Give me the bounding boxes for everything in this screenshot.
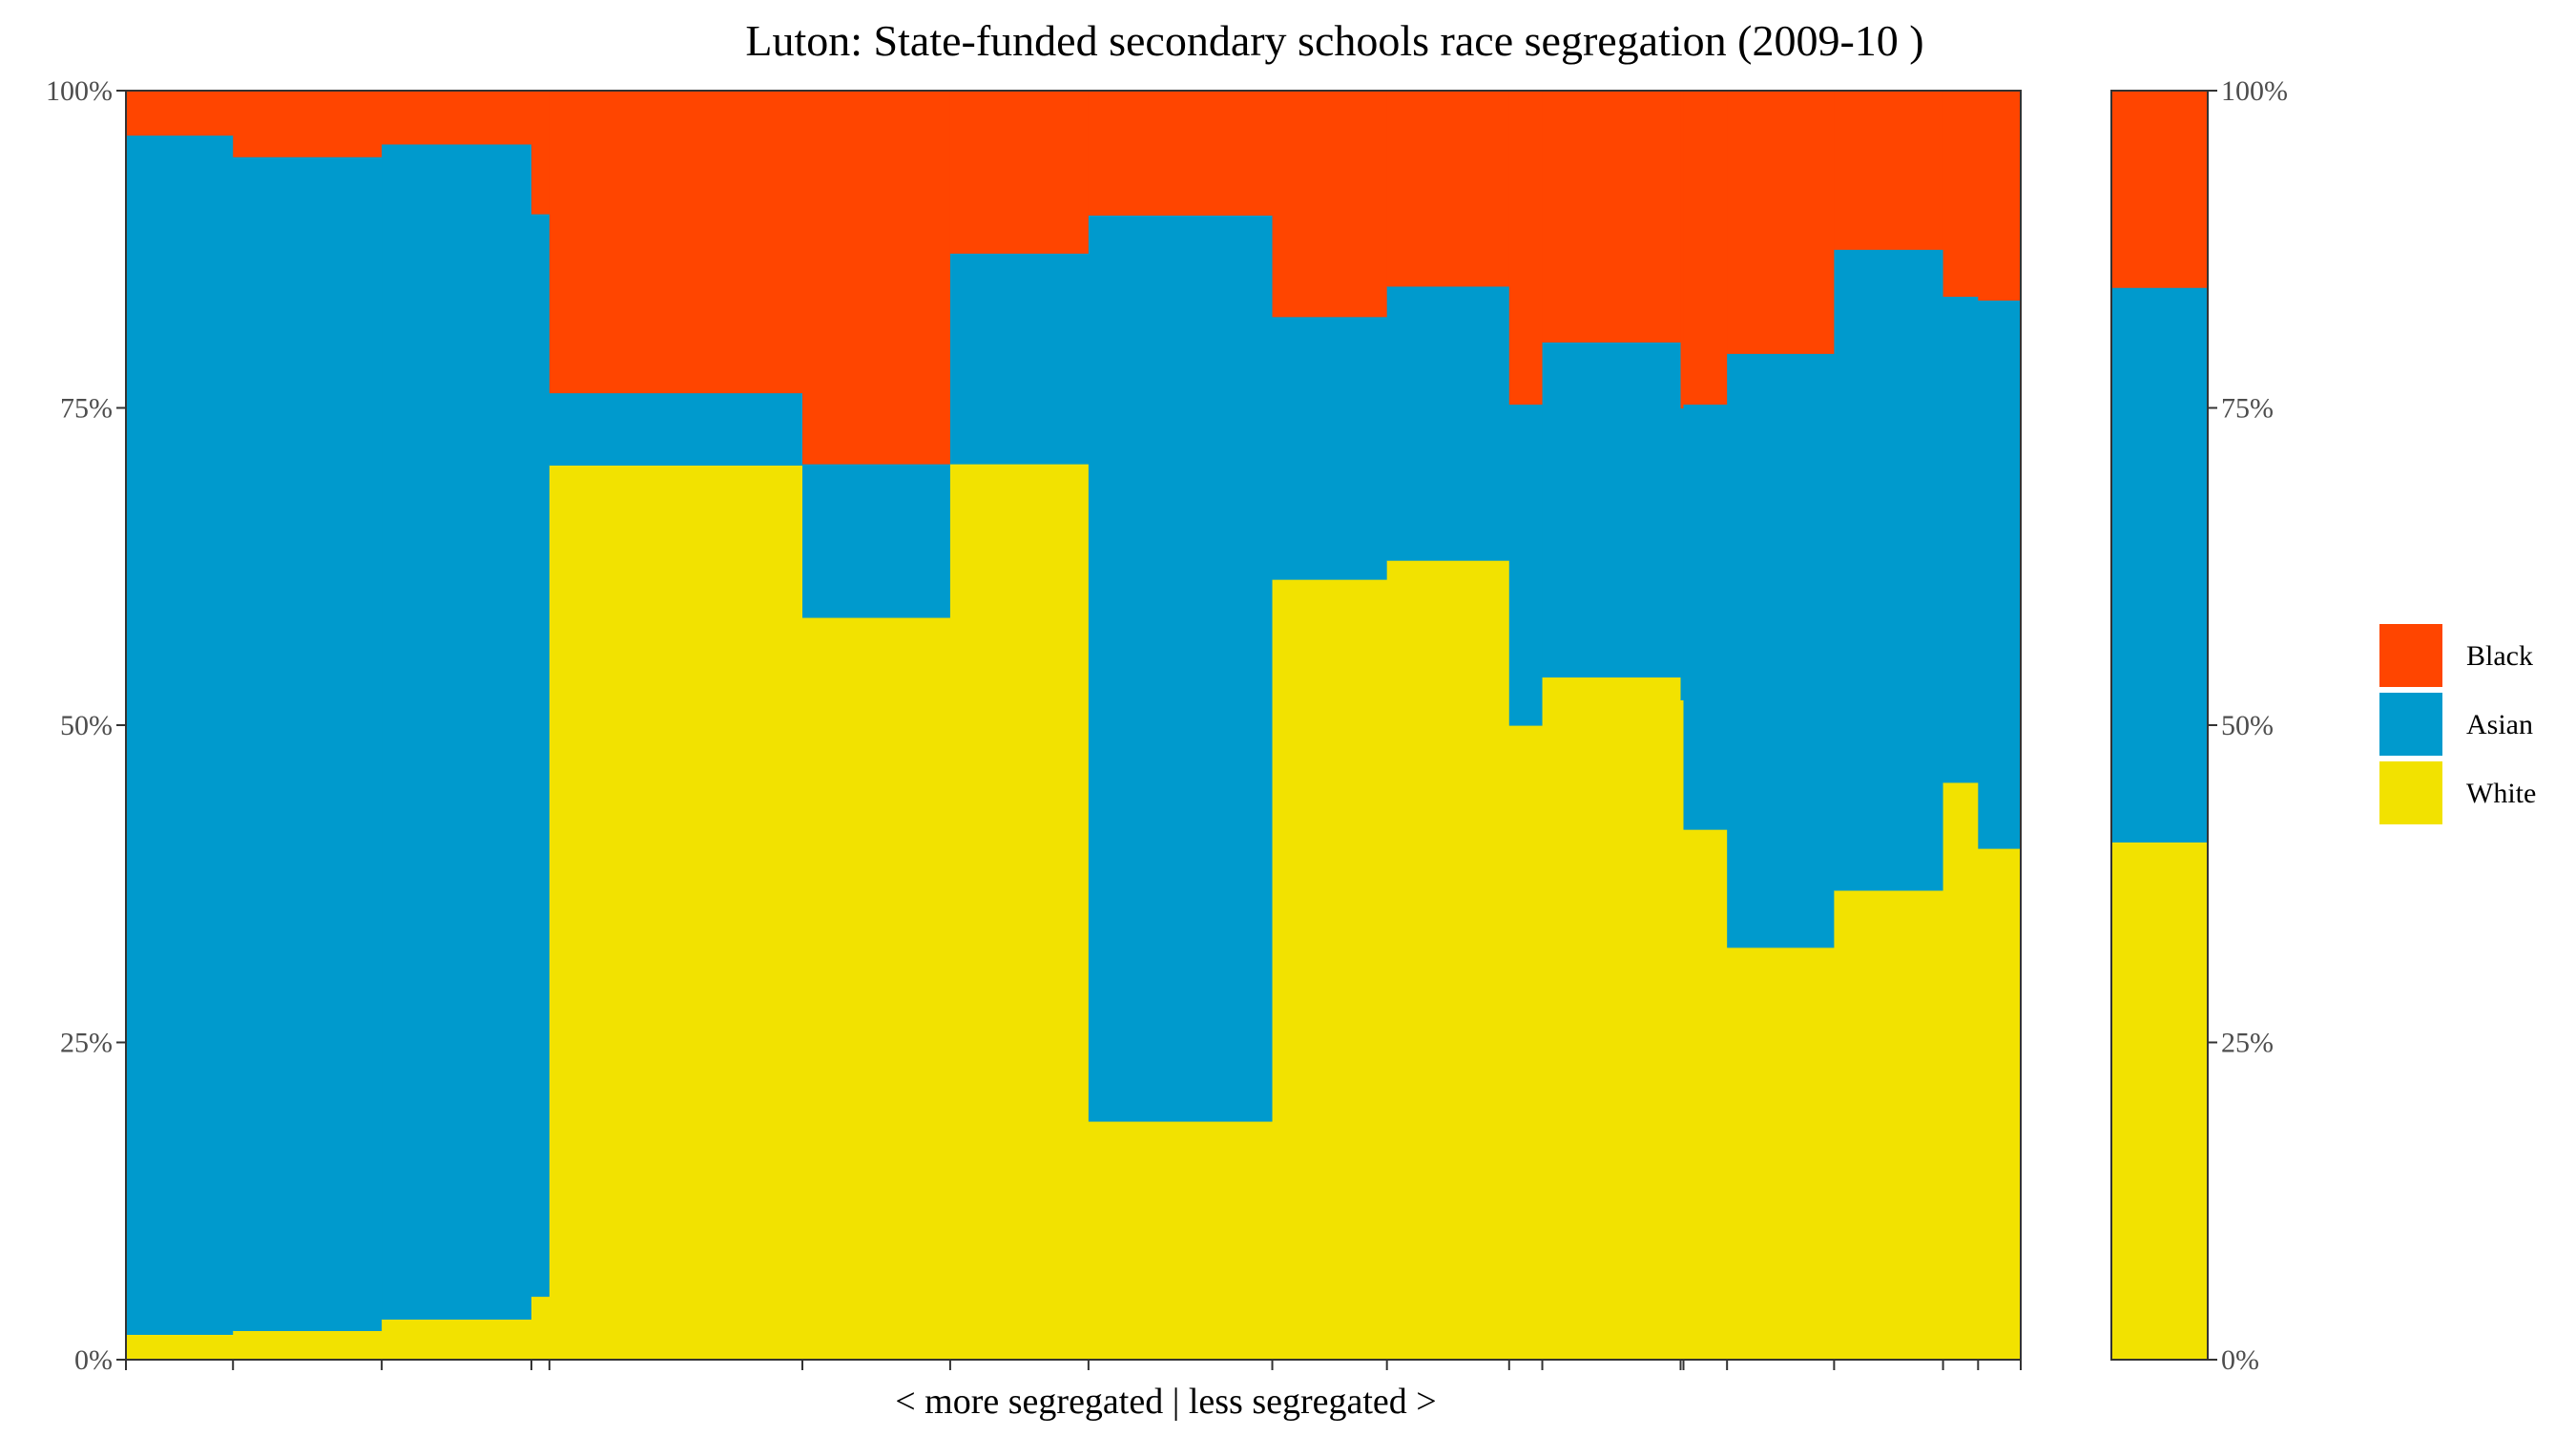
overall-asian-segment	[2111, 287, 2209, 843]
y-tick-label-left: 25%	[60, 1028, 113, 1059]
x-ticks	[125, 1360, 2022, 1370]
legend: Black Asian White	[2379, 624, 2536, 824]
school-7-asian-segment	[949, 253, 1090, 465]
school-13-white-segment	[1680, 699, 1685, 1361]
school-3-white-segment	[382, 1319, 532, 1361]
school-4-black-segment	[531, 91, 551, 215]
school-9-white-segment	[1272, 579, 1388, 1361]
school-9-asian-segment	[1272, 316, 1388, 580]
overall-bar	[2111, 91, 2209, 1361]
school-10-asian-segment	[1386, 285, 1510, 561]
y-tick-label-left: 0%	[74, 1344, 113, 1376]
legend-label-asian: Asian	[2466, 709, 2533, 740]
main-bars	[126, 91, 2022, 1361]
school-10-black-segment	[1386, 91, 1510, 287]
school-12-black-segment	[1542, 91, 1682, 343]
y-tick-label-right: 100%	[2221, 75, 2288, 107]
y-tick-label-right: 50%	[2221, 710, 2274, 741]
overall-black-segment	[2111, 91, 2209, 288]
school-13-black-segment	[1680, 91, 1685, 409]
school-1-black-segment	[126, 91, 234, 136]
overall-white-segment	[2111, 842, 2209, 1361]
school-4-asian-segment	[531, 214, 551, 1298]
legend-key-asian	[2379, 693, 2442, 756]
school-11-white-segment	[1508, 725, 1544, 1361]
y-tick-label-left: 100%	[46, 75, 113, 107]
school-18-black-segment	[1978, 91, 2022, 302]
school-3-black-segment	[382, 91, 532, 145]
school-7-black-segment	[949, 91, 1090, 254]
y-tick-label-right: 0%	[2221, 1344, 2259, 1376]
school-13-asian-segment	[1680, 407, 1685, 700]
legend-key-white	[2379, 761, 2442, 824]
legend-label-white: White	[2466, 778, 2536, 809]
school-6-asian-segment	[802, 464, 951, 618]
school-7-white-segment	[949, 464, 1090, 1361]
school-17-black-segment	[1942, 91, 1979, 298]
school-12-asian-segment	[1542, 342, 1682, 678]
y-tick-label-left: 50%	[60, 710, 113, 741]
school-16-white-segment	[1834, 889, 1944, 1361]
school-5-white-segment	[549, 465, 803, 1361]
school-5-asian-segment	[549, 392, 803, 466]
y-axis-left: 0% 25% 50% 75% 100%	[46, 75, 126, 1376]
school-11-asian-segment	[1508, 404, 1544, 726]
school-17-white-segment	[1942, 781, 1979, 1361]
school-10-white-segment	[1386, 560, 1510, 1361]
school-8-asian-segment	[1088, 215, 1274, 1122]
school-9-black-segment	[1272, 91, 1388, 318]
school-11-black-segment	[1508, 91, 1544, 406]
school-18-white-segment	[1978, 848, 2022, 1361]
legend-label-black: Black	[2466, 640, 2533, 672]
school-6-white-segment	[802, 616, 951, 1361]
school-2-white-segment	[233, 1330, 383, 1361]
y-tick-label-right: 75%	[2221, 393, 2274, 425]
school-6-black-segment	[802, 91, 951, 465]
school-2-asian-segment	[233, 156, 383, 1332]
school-16-black-segment	[1834, 91, 1944, 250]
chart-title: Luton: State-funded secondary schools ra…	[745, 16, 1923, 65]
school-4-white-segment	[531, 1296, 551, 1361]
school-15-white-segment	[1727, 947, 1835, 1361]
school-12-white-segment	[1542, 676, 1682, 1361]
school-14-black-segment	[1683, 91, 1728, 406]
x-axis-label: < more segregated | less segregated >	[895, 1382, 1436, 1422]
y-tick-label-left: 75%	[60, 393, 113, 425]
school-1-white-segment	[126, 1334, 234, 1361]
y-tick-label-right: 25%	[2221, 1028, 2274, 1059]
school-5-black-segment	[549, 91, 803, 394]
school-17-asian-segment	[1942, 296, 1979, 783]
legend-key-black	[2379, 624, 2442, 687]
school-8-white-segment	[1088, 1120, 1274, 1361]
school-15-asian-segment	[1727, 353, 1835, 948]
school-16-asian-segment	[1834, 249, 1944, 891]
school-14-asian-segment	[1683, 404, 1728, 830]
school-18-asian-segment	[1978, 300, 2022, 849]
school-2-black-segment	[233, 91, 383, 157]
y-axis-right: 0% 25% 50% 75% 100%	[2208, 75, 2288, 1376]
school-8-black-segment	[1088, 91, 1274, 216]
school-15-black-segment	[1727, 91, 1835, 354]
school-1-asian-segment	[126, 135, 234, 1335]
school-3-asian-segment	[382, 143, 532, 1321]
school-14-white-segment	[1683, 829, 1728, 1361]
